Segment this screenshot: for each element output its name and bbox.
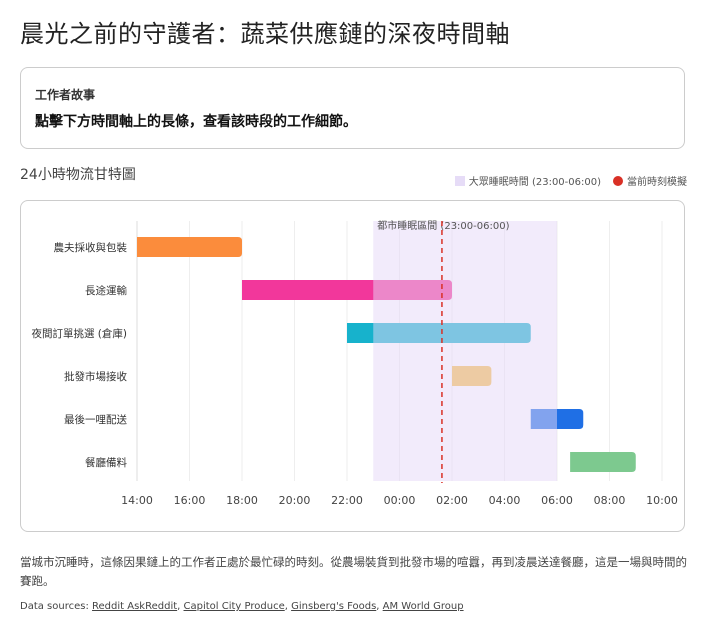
intro-label: 工作者故事 [35, 88, 96, 102]
source-link[interactable]: Capitol City Produce [183, 601, 285, 612]
task-bar[interactable] [570, 452, 636, 472]
task-label: 批發市場接收 [64, 370, 127, 383]
source-link[interactable]: Reddit AskReddit [92, 601, 178, 612]
task-label: 最後一哩配送 [64, 413, 127, 426]
legend-sleep: 大眾睡眠時間 (23:00-06:00) [454, 173, 601, 188]
x-tick-label: 22:00 [331, 494, 363, 507]
source-link[interactable]: AM World Group [382, 601, 464, 612]
task-label: 農夫採收與包裝 [54, 241, 128, 254]
x-tick-label: 04:00 [489, 494, 521, 507]
x-tick-label: 06:00 [541, 494, 573, 507]
x-tick-label: 08:00 [594, 494, 626, 507]
section-title: 24小時物流甘特圖 [20, 167, 136, 183]
x-tick-label: 20:00 [279, 494, 311, 507]
chart-card: 14:00 16:00 18:00 20:00 22:00 00:00 02:00 04:00… [20, 200, 685, 532]
x-tick-label: 14:00 [121, 494, 153, 507]
sleep-swatch-icon [454, 176, 465, 186]
x-tick-label: 02:00 [436, 494, 468, 507]
task-label: 餐廳備料 [85, 456, 127, 469]
x-tick-label: 10:00 [646, 494, 678, 507]
task-label: 長途運輸 [85, 284, 127, 297]
source-link[interactable]: Ginsberg's Foods [291, 601, 377, 612]
data-sources: Data sources: Reddit AskReddit, Capitol … [20, 601, 464, 612]
x-tick-label: 18:00 [226, 494, 258, 507]
task-label: 夜間訂單挑選 (倉庫) [31, 327, 127, 340]
legend-now: 當前時刻模擬 [613, 173, 687, 188]
gantt-chart: 14:00 16:00 18:00 20:00 22:00 00:00 02:00 04:00… [31, 219, 678, 507]
now-dot-icon [613, 176, 623, 186]
legend: 大眾睡眠時間 (23:00-06:00) 當前時刻模擬 [454, 173, 687, 188]
page-title: 晨光之前的守護者：蔬菜供應鏈的深夜時間軸 [20, 20, 510, 48]
x-tick-label: 00:00 [384, 494, 416, 507]
sleep-band-label: 都市睡眠區間 (23:00-06:00) [377, 219, 509, 232]
x-tick-label: 16:00 [174, 494, 206, 507]
description: 當城市沉睡時，這條因果鏈上的工作者正處於最忙碌的時刻。從農場裝貨到批發市場的喧囂… [20, 555, 687, 588]
intro-text: 點擊下方時間軸上的長條，查看該時段的工作細節。 [35, 114, 357, 130]
sleep-band [373, 221, 557, 481]
intro-card: 工作者故事 點擊下方時間軸上的長條，查看該時段的工作細節。 [20, 67, 685, 149]
task-bar[interactable] [137, 237, 242, 257]
